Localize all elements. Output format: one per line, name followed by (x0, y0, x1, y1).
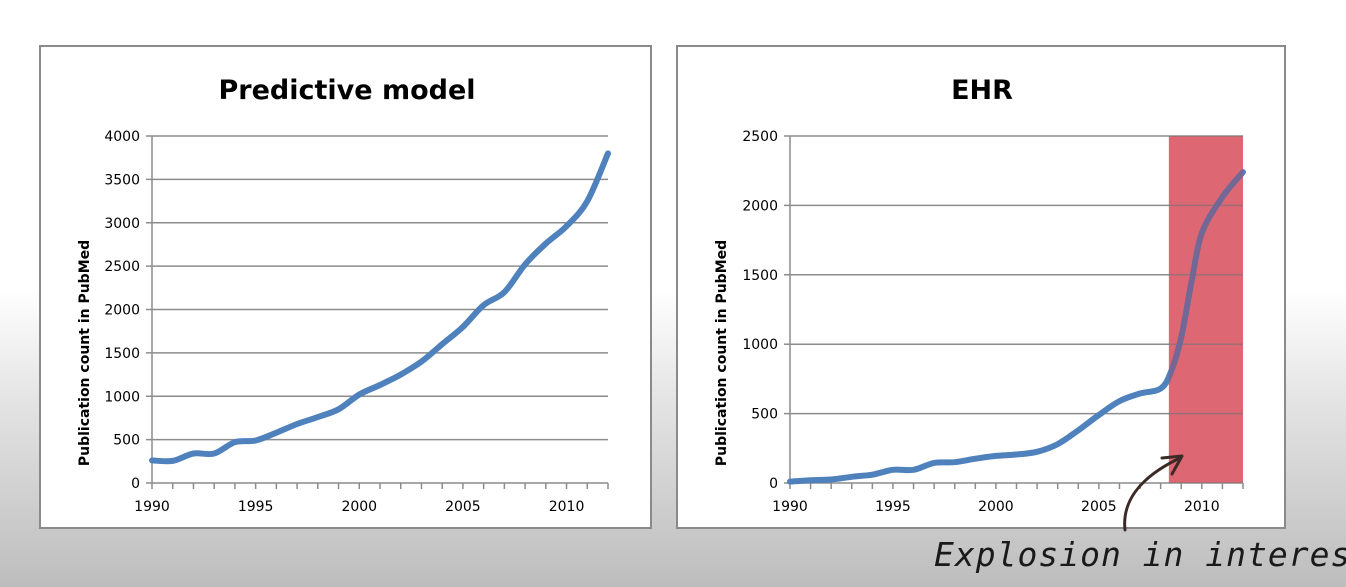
y-tick-label: 2500 (742, 129, 778, 145)
y-tick-label: 500 (751, 407, 778, 423)
y-tick-label: 2500 (104, 259, 140, 275)
x-tick-label: 1995 (875, 499, 911, 515)
y-tick-label: 2000 (104, 303, 140, 319)
annotation-arrow-icon (1123, 454, 1184, 532)
highlight-overlay (1168, 136, 1243, 483)
x-tick-label: 2005 (1081, 499, 1117, 515)
annotation-text: Explosion in interest (934, 535, 1346, 574)
x-tick-label: 1990 (134, 499, 170, 515)
x-tick-label: 2000 (978, 499, 1014, 515)
y-tick-label: 1000 (742, 337, 778, 353)
chart-title: Predictive model (218, 75, 475, 106)
x-tick-label: 1990 (772, 499, 808, 515)
y-tick-label: 0 (769, 476, 778, 492)
y-axis-label: Publication count in PubMed (77, 240, 93, 466)
x-tick-label: 2010 (1184, 499, 1220, 515)
x-tick-label: 1995 (238, 499, 274, 515)
y-tick-label: 0 (131, 476, 140, 492)
y-tick-label: 3000 (104, 216, 140, 232)
y-tick-label: 1500 (742, 268, 778, 284)
series-line (787, 169, 1246, 485)
chart-panel-ehr: EHR Publication count in PubMed 0 500 1000… (676, 45, 1286, 529)
y-tick-label: 2000 (742, 198, 778, 214)
chart-ehr: EHR Publication count in PubMed 0 500 1000… (714, 75, 1246, 515)
y-tick-label: 500 (113, 433, 140, 449)
y-tick-label: 3500 (104, 172, 140, 188)
x-tick-label: 2005 (445, 499, 481, 515)
chart-title: EHR (951, 75, 1013, 106)
x-tick-label: 2000 (341, 499, 377, 515)
series-line (149, 150, 611, 465)
y-axis-label: Publication count in PubMed (714, 240, 730, 466)
chart-predictive-model: Predictive model Publication count in Pu… (77, 75, 611, 515)
y-tick-label: 1500 (104, 346, 140, 362)
y-tick-label: 4000 (104, 129, 140, 145)
x-tick-label: 2010 (549, 499, 585, 515)
highlight-region (1168, 136, 1243, 483)
chart-panel-predictive-model: Predictive model Publication count in Pu… (39, 45, 652, 529)
y-tick-label: 1000 (104, 389, 140, 405)
